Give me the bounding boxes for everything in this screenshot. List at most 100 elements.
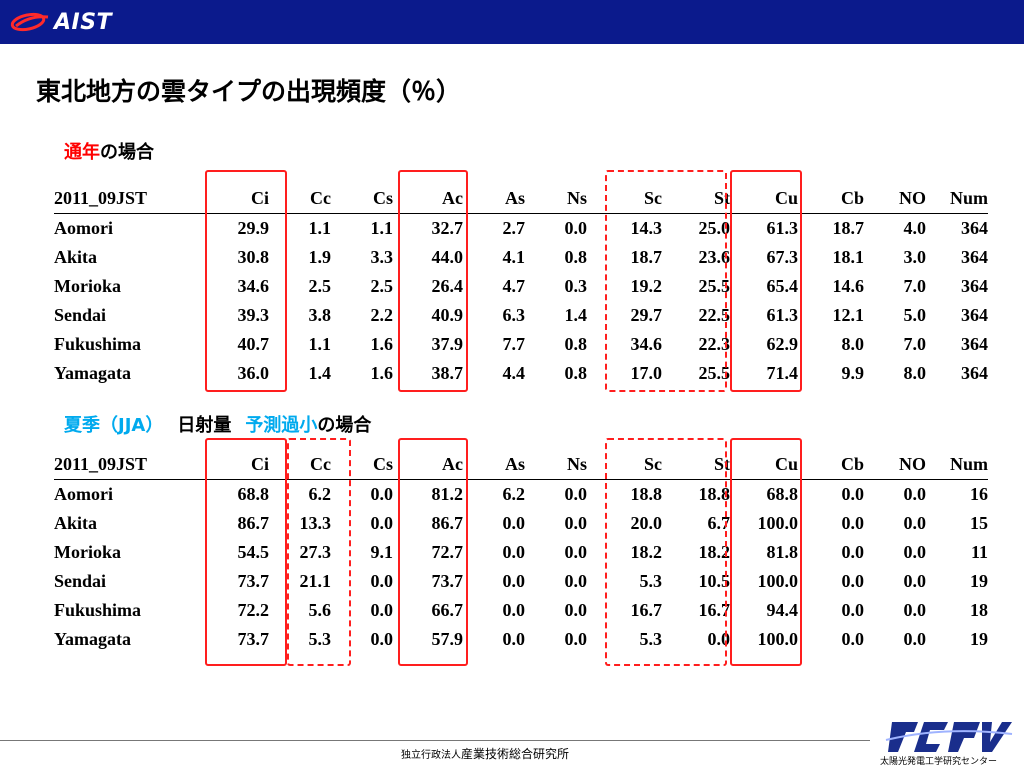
cell-as: 0.0	[502, 542, 526, 562]
column-header-cb: Cb	[840, 188, 864, 208]
cell-st: 16.7	[698, 600, 731, 620]
cell-cs: 1.6	[370, 334, 394, 354]
cell-ac: 66.7	[431, 600, 464, 620]
cell-num: 364	[961, 334, 988, 354]
cell-ci: 40.7	[237, 334, 270, 354]
section2-rest: の場合	[317, 415, 372, 436]
cell-cb: 14.6	[832, 276, 865, 296]
cell-ac: 26.4	[431, 276, 464, 296]
table-row: Akita 86.7 13.3 0.0 86.7 0.0 0.0 20.0 6.7 100.0 0.…	[54, 509, 988, 538]
cell-cs: 9.1	[370, 542, 394, 562]
cell-cc: 5.3	[308, 629, 332, 649]
column-header-cs: Cs	[372, 188, 393, 208]
footer-org-type: 独立行政法人	[401, 750, 461, 761]
cell-cs: 0.0	[370, 484, 394, 504]
cell-cb: 0.0	[841, 542, 865, 562]
station-name: Yamagata	[54, 363, 131, 383]
cell-st: 0.0	[707, 629, 731, 649]
table-row: Fukushima 40.7 1.1 1.6 37.9 7.7 0.8 34.6 22.3 62.…	[54, 330, 988, 359]
cell-sc: 19.2	[630, 276, 663, 296]
cell-cu: 100.0	[757, 513, 799, 533]
cell-ns: 0.0	[564, 571, 588, 591]
cell-sc: 5.3	[639, 571, 663, 591]
cell-cc: 2.5	[308, 276, 332, 296]
table-row: Fukushima 72.2 5.6 0.0 66.7 0.0 0.0 16.7 16.7 94.…	[54, 596, 988, 625]
column-header-num: Num	[949, 454, 988, 474]
column-header-cc: Cc	[310, 454, 331, 474]
cell-no: 5.0	[903, 305, 927, 325]
table-row: Morioka 54.5 27.3 9.1 72.7 0.0 0.0 18.2 18.2 81.8…	[54, 538, 988, 567]
cell-st: 25.0	[698, 218, 731, 238]
cell-cc: 13.3	[299, 513, 332, 533]
cell-no: 0.0	[903, 542, 927, 562]
column-header-cs: Cs	[372, 454, 393, 474]
table-header-row: 2011_09JST Ci Cc Cs Ac As Ns Sc St Cu Cb NO Num	[54, 450, 988, 480]
table-summer: 2011_09JST Ci Cc Cs Ac As Ns Sc St Cu Cb NO Num Aomo…	[54, 450, 988, 654]
cell-ns: 0.3	[564, 276, 588, 296]
column-header-as: As	[504, 188, 525, 208]
cell-no: 0.0	[903, 571, 927, 591]
highlight-box-sc-st-summer	[605, 438, 727, 666]
cell-cb: 0.0	[841, 629, 865, 649]
cell-st: 18.2	[698, 542, 731, 562]
highlight-box-cu-summer	[730, 438, 802, 666]
cell-cs: 0.0	[370, 629, 394, 649]
column-header-cu: Cu	[774, 454, 798, 474]
cell-as: 2.7	[502, 218, 526, 238]
cell-cs: 0.0	[370, 571, 394, 591]
section2-season: 夏季（JJA）	[64, 415, 164, 436]
cell-num: 18	[970, 600, 988, 620]
cell-cb: 0.0	[841, 571, 865, 591]
cell-st: 22.3	[698, 334, 731, 354]
table-row: Akita 30.8 1.9 3.3 44.0 4.1 0.8 18.7 23.6 67.3 18.…	[54, 243, 988, 272]
station-name: Aomori	[54, 484, 113, 504]
cell-st: 23.6	[698, 247, 731, 267]
cell-cs: 3.3	[370, 247, 394, 267]
highlight-box-ci-annual	[205, 170, 287, 392]
station-name: Aomori	[54, 218, 113, 238]
column-header-cb: Cb	[840, 454, 864, 474]
cell-cu: 61.3	[766, 218, 799, 238]
cell-num: 364	[961, 276, 988, 296]
cell-cu: 100.0	[757, 629, 799, 649]
cell-cs: 0.0	[370, 513, 394, 533]
station-name: Akita	[54, 513, 98, 533]
cell-ns: 0.0	[564, 218, 588, 238]
station-name: Yamagata	[54, 629, 131, 649]
cell-cc: 1.9	[308, 247, 332, 267]
cell-cc: 5.6	[308, 600, 332, 620]
cell-ci: 30.8	[237, 247, 270, 267]
cell-ns: 0.0	[564, 484, 588, 504]
cell-sc: 17.0	[630, 363, 663, 383]
cell-num: 11	[970, 542, 988, 562]
cell-ac: 72.7	[431, 542, 464, 562]
cell-ac: 44.0	[431, 247, 464, 267]
cell-ci: 68.8	[237, 484, 270, 504]
highlight-box-ac-summer	[398, 438, 468, 666]
cell-cu: 81.8	[766, 542, 799, 562]
cell-sc: 5.3	[639, 629, 663, 649]
cell-as: 7.7	[502, 334, 526, 354]
cell-sc: 29.7	[630, 305, 663, 325]
cell-sc: 18.8	[630, 484, 663, 504]
table-annual: 2011_09JST Ci Cc Cs Ac As Ns Sc St Cu Cb NO Num Aomo…	[54, 184, 988, 388]
section1-heading: 通年の場合	[64, 138, 154, 164]
cell-cb: 8.0	[841, 334, 865, 354]
station-name: Sendai	[54, 305, 107, 325]
cell-ns: 0.8	[564, 363, 588, 383]
cell-ns: 0.0	[564, 600, 588, 620]
cell-ac: 40.9	[431, 305, 464, 325]
cell-ns: 0.0	[564, 542, 588, 562]
cell-st: 25.5	[698, 276, 731, 296]
cell-ci: 73.7	[237, 629, 270, 649]
cell-cb: 12.1	[832, 305, 865, 325]
column-header-as: As	[504, 454, 525, 474]
column-header-sc: Sc	[644, 454, 662, 474]
cell-num: 364	[961, 247, 988, 267]
cell-sc: 20.0	[630, 513, 663, 533]
cell-ns: 1.4	[564, 305, 588, 325]
cell-cs: 0.0	[370, 600, 394, 620]
cell-ac: 86.7	[431, 513, 464, 533]
cell-no: 7.0	[903, 276, 927, 296]
footer-org-main: 産業技術総合研究所	[461, 747, 570, 761]
